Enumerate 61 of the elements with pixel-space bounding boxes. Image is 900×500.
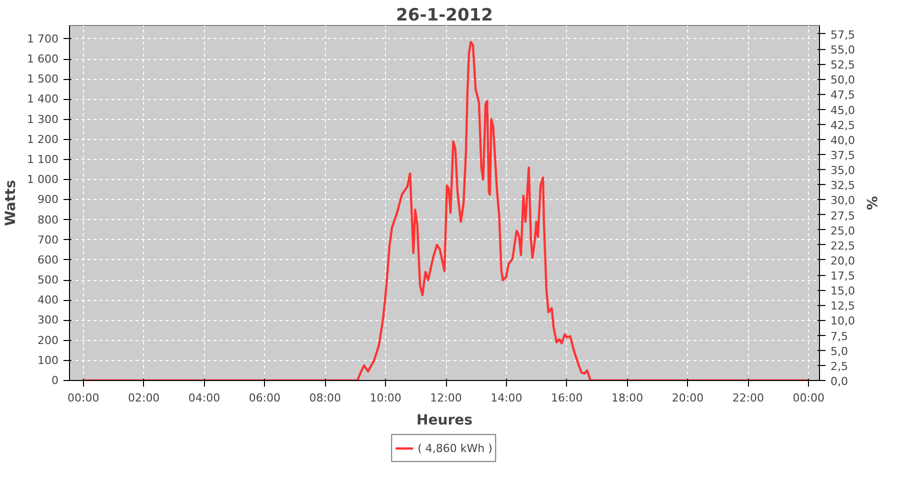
y2-tick-label: 0,0	[830, 375, 848, 388]
y-tick-label: 1 300	[27, 112, 59, 126]
y2-tick-label: 40,0	[830, 134, 855, 147]
y2-tick-label: 47,5	[830, 88, 855, 102]
y-axis-title: Watts	[3, 180, 20, 226]
x-tick-label: 12:00	[430, 392, 462, 404]
y-tick-label: 900	[38, 193, 59, 206]
x-tick-label: 02:00	[128, 392, 160, 404]
y2-tick-label: 15,0	[830, 284, 855, 298]
y2-tick-label: 25,0	[830, 224, 855, 238]
x-tick-label: 18:00	[611, 392, 644, 404]
legend-label: ( 4,860 kWh )	[418, 442, 492, 454]
x-tick-label: 08:00	[309, 392, 341, 404]
y2-tick-label: 37,5	[830, 148, 855, 162]
y2-tick-label: 50,0	[830, 74, 855, 87]
y-tick-label: 1 100	[27, 153, 59, 166]
x-tick-label: 14:00	[490, 392, 522, 404]
y-tick-label: 400	[38, 294, 59, 307]
x-tick-label: 00:00	[68, 392, 100, 404]
y-tick-label: 1 700	[27, 32, 59, 46]
y2-axis-title: %	[862, 196, 879, 210]
y2-tick-label: 5,0	[830, 344, 848, 358]
y2-tick-label: 42,5	[830, 118, 855, 132]
y2-tick-label: 35,0	[830, 164, 855, 178]
y-tick-label: 0	[52, 374, 58, 387]
y-tick-label: 200	[38, 334, 59, 347]
x-axis-title: Heures	[416, 412, 472, 428]
x-tick-label: 10:00	[370, 392, 402, 404]
y-tick-label: 100	[38, 354, 59, 367]
chart-title: 26-1-2012	[396, 6, 493, 26]
x-tick-label: 06:00	[248, 392, 281, 404]
y-tick-label: 300	[38, 314, 59, 327]
y2-tick-label: 30,0	[830, 194, 855, 208]
x-tick-label: 16:00	[551, 392, 583, 404]
y-tick-label: 500	[38, 274, 59, 287]
y-tick-label: 1 000	[27, 173, 59, 186]
y2-tick-label: 32,5	[830, 179, 855, 192]
line-series	[82, 40, 810, 380]
x-tick-label: 22:00	[732, 392, 764, 404]
y-tick-label: 1 400	[27, 92, 59, 106]
y2-tick-label: 17,5	[830, 270, 855, 283]
y-tick-label: 1 500	[27, 72, 59, 86]
x-tick-label: 00:00	[792, 392, 824, 404]
x-tick-label: 04:00	[188, 392, 220, 404]
y2-tick-label: 27,5	[830, 209, 855, 222]
y2-tick-label: 12,5	[830, 300, 855, 313]
y2-tick-label: 22,5	[830, 239, 855, 252]
y2-tick-label: 52,5	[830, 58, 855, 72]
y2-tick-label: 10,0	[830, 314, 855, 328]
y2-tick-label: 20,0	[830, 254, 855, 268]
y-tick-label: 1 200	[27, 132, 59, 146]
y-tick-label: 600	[38, 253, 59, 266]
y2-tick-label: 55,0	[830, 44, 855, 57]
x-tick-label: 20:00	[672, 392, 704, 404]
y2-tick-label: 7,5	[830, 330, 848, 343]
y-tick-label: 800	[38, 213, 59, 226]
y-tick-label: 1 600	[27, 52, 59, 66]
y2-tick-label: 57,5	[830, 28, 855, 42]
y-tick-label: 700	[38, 233, 59, 246]
y2-tick-label: 45,0	[830, 104, 855, 117]
y2-tick-label: 2,5	[830, 360, 848, 373]
